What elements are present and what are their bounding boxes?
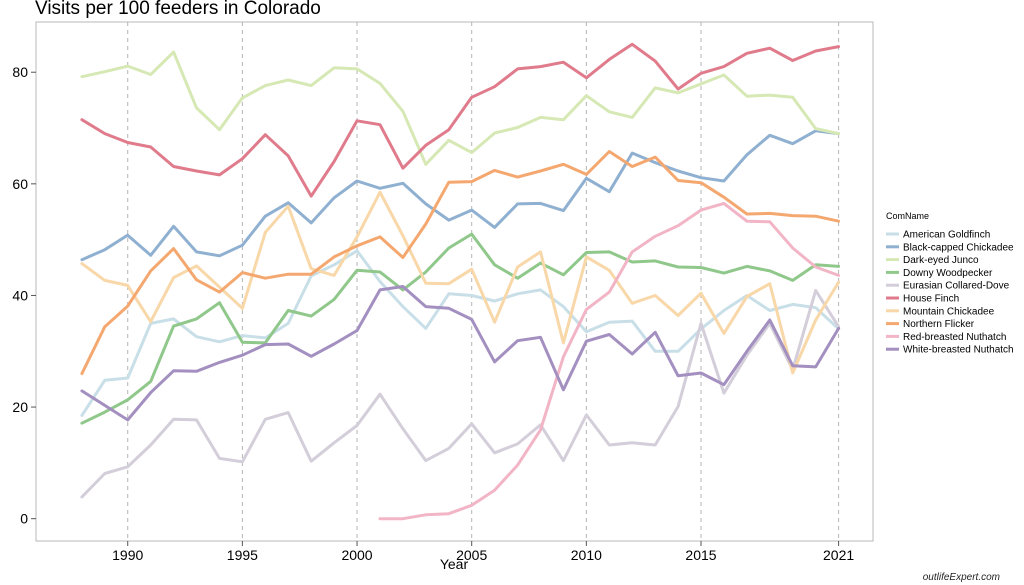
y-axis: 0 20 40 60 80 <box>12 64 36 527</box>
legend-label-white-breasted-nuthatch: White-breasted Nuthatch <box>903 345 1014 356</box>
series-line-eurasian-collared-dove <box>80 288 841 499</box>
legend-label-mountain-chickadee: Mountain Chickadee <box>903 306 995 317</box>
legend-label-northern-flicker: Northern Flicker <box>903 319 975 330</box>
series-line-house-finch <box>80 42 841 198</box>
legend-label-black-capped-chickadee: Black-capped Chickadee <box>903 242 1014 253</box>
y-tick-label-20: 20 <box>12 399 28 415</box>
legend-label-american-goldfinch: American Goldfinch <box>903 230 990 241</box>
x-tick-label-2015: 2015 <box>685 547 716 563</box>
series-line-dark-eyed-junco <box>80 50 841 166</box>
x-tick-label-1995: 1995 <box>227 547 258 563</box>
legend-label-red-breasted-nuthatch: Red-breasted Nuthatch <box>903 332 1006 343</box>
legend-label-downy-woodpecker: Downy Woodpecker <box>903 268 993 279</box>
x-tick-label-2000: 2000 <box>341 547 372 563</box>
x-tick-label-2010: 2010 <box>571 547 602 563</box>
x-tick-label-1990: 1990 <box>112 547 143 563</box>
series-line-black-capped-chickadee <box>80 129 841 262</box>
y-tick-label-60: 60 <box>12 176 28 192</box>
watermark-text: outlifeExpert.com <box>922 572 1000 583</box>
y-tick-label-80: 80 <box>12 64 28 80</box>
x-axis-title: Year <box>440 556 469 572</box>
legend-title: ComName <box>886 211 929 221</box>
series-lines <box>80 42 841 521</box>
series-line-red-breasted-nuthatch <box>378 201 841 521</box>
legend-label-dark-eyed-junco: Dark-eyed Junco <box>903 255 979 266</box>
legend-label-house-finch: House Finch <box>903 294 959 305</box>
series-line-northern-flicker <box>80 150 841 376</box>
x-tick-label-2021: 2021 <box>823 547 854 563</box>
chart-title: Visits per 100 feeders in Colorado <box>35 0 321 19</box>
y-tick-label-40: 40 <box>12 287 28 303</box>
series-line-downy-woodpecker <box>80 232 841 425</box>
series-line-american-goldfinch <box>80 249 841 417</box>
x-axis: 1990 1995 2000 2005 2010 2015 2021 <box>112 541 854 563</box>
series-line-mountain-chickadee <box>80 190 841 375</box>
y-tick-label-0: 0 <box>20 511 28 527</box>
series-line-white-breasted-nuthatch <box>80 285 841 422</box>
x-tick-label-2005: 2005 <box>456 547 487 563</box>
legend-label-eurasian-collared-dove: Eurasian Collared-Dove <box>903 281 1010 292</box>
